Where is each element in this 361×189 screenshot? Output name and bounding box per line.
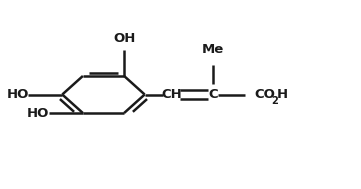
Text: CH: CH [161,88,182,101]
Text: HO: HO [27,107,49,120]
Text: 2: 2 [271,96,278,106]
Text: HO: HO [6,88,29,101]
Text: CO: CO [254,88,275,101]
Text: Me: Me [201,43,224,56]
Text: C: C [208,88,218,101]
Text: OH: OH [113,32,135,45]
Text: H: H [277,88,288,101]
